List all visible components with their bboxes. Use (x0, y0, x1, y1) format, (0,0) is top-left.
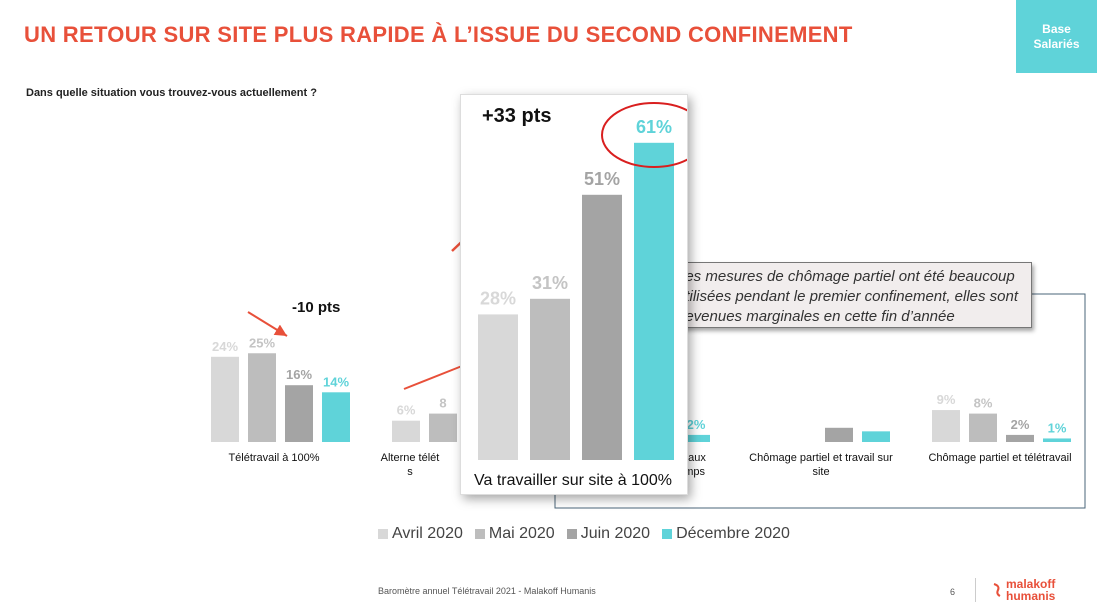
legend-label: Avril 2020 (392, 525, 463, 542)
zoom-data-label-3: 61% (636, 117, 672, 137)
footer-source: Baromètre annuel Télétravail 2021 - Mala… (378, 586, 596, 596)
zoom-data-label-1: 31% (532, 273, 568, 293)
note-connector (554, 293, 1086, 509)
zoom-data-label-0: 28% (480, 288, 516, 308)
badge-line-1: Base (1042, 21, 1071, 36)
bar-4-3 (862, 431, 890, 442)
zoom-category-label: Va travailler sur site à 100% (473, 472, 672, 489)
bar-0-1 (248, 353, 276, 442)
data-label-0-1: 25% (249, 335, 275, 350)
footer-divider (975, 578, 976, 602)
middle-trend-arrow (403, 365, 463, 390)
bar-0-3 (322, 392, 350, 442)
category-label-4: Chômage partiel et travail sur (749, 452, 893, 464)
legend-label: Juin 2020 (580, 525, 651, 542)
legend-item-mai: Mai 2020 (474, 525, 555, 543)
zoom-bar-chart: 28% 31% 51% 61% (478, 102, 687, 461)
bar-3-3 (682, 434, 710, 442)
note-line-1: Les mesures de chômage partiel ont été b… (677, 268, 1015, 285)
legend-item-decembre: Décembre 2020 (662, 525, 790, 543)
data-label-0-3: 14% (323, 374, 349, 389)
bar-5-3 (1043, 438, 1071, 442)
zoom-bar-2 (582, 194, 622, 461)
zoom-delta-label: +33 pts (482, 105, 552, 127)
legend-swatch (378, 529, 388, 539)
chomage-note: Les mesures de chômage partiel ont été b… (668, 262, 1032, 328)
category-label-1: Alterne télét (381, 452, 440, 464)
bar-5-1 (969, 413, 997, 442)
badge-line-2: Salariés (1033, 36, 1080, 51)
data-label-5-2: 2% (1011, 417, 1030, 432)
legend-swatch (662, 529, 673, 539)
page-title: UN RETOUR SUR SITE PLUS RAPIDE À L’ISSUE… (24, 22, 853, 47)
zoom-bar-1 (530, 298, 570, 460)
logo-line-1: malakoff (1006, 577, 1056, 591)
logo-line-2: humanis (1006, 589, 1056, 603)
left-delta-label: -10 pts (292, 299, 341, 316)
data-label-3-3: 2% (687, 417, 706, 432)
legend-swatch (566, 529, 577, 539)
bar-5-0 (932, 410, 960, 442)
legend-item-juin: Juin 2020 (566, 525, 651, 543)
category-label-0: Télétravail à 100% (228, 452, 319, 464)
zoom-panel: 28% 31% 51% 61% (460, 94, 688, 495)
legend: Avril 2020 Mai 2020 Juin 2020 Décembre 2… (378, 525, 802, 543)
base-badge: Base Salariés (1016, 0, 1097, 73)
zoom-bar-0 (478, 314, 518, 460)
bar-5-2 (1006, 434, 1034, 442)
left-trend-arrow (247, 311, 288, 337)
page-number: 6 (950, 587, 956, 597)
bar-1-0 (392, 420, 420, 442)
note-line-3: devenues marginales en cette fin d’année (677, 308, 955, 325)
legend-swatch (474, 529, 485, 539)
legend-item-avril: Avril 2020 (378, 525, 463, 543)
data-label-5-0: 9% (937, 392, 956, 407)
data-label-1-0: 6% (397, 403, 416, 418)
category-label-4: site (812, 466, 829, 478)
bar-0-2 (285, 385, 313, 442)
survey-question: Dans quelle situation vous trouvez-vous … (26, 87, 317, 99)
data-label-5-3: 1% (1048, 420, 1067, 435)
bar-1-1 (429, 413, 457, 442)
data-label-5-1: 8% (974, 396, 993, 411)
data-label-0-0: 24% (212, 339, 238, 354)
bar-0-0 (211, 356, 239, 442)
category-label-5: Chômage partiel et télétravail (928, 452, 1071, 464)
legend-label: Décembre 2020 (676, 525, 790, 542)
note-line-2: utilisées pendant le premier confinement… (677, 288, 1019, 305)
zoom-data-label-2: 51% (584, 169, 620, 189)
data-label-1-1: 8 (439, 396, 446, 411)
data-label-0-2: 16% (286, 367, 312, 382)
bar-4-2 (825, 427, 853, 442)
malakoff-logo: malakoff humanis (992, 578, 1055, 602)
zoom-bar-3 (634, 142, 674, 461)
category-label-1: s (407, 466, 413, 478)
logo-mark-icon (993, 583, 1001, 597)
legend-label: Mai 2020 (488, 525, 555, 542)
highlight-circle (601, 102, 687, 168)
